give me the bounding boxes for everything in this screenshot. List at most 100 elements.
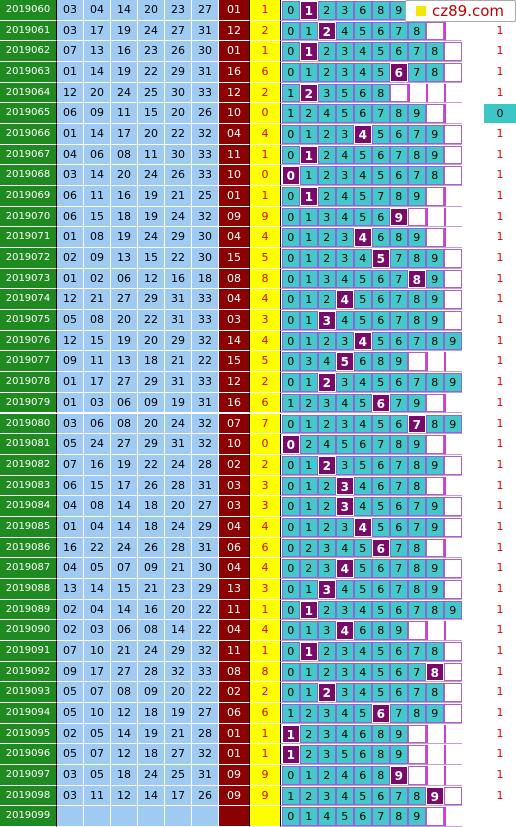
band-digit-cell: 0 bbox=[282, 352, 300, 372]
drawn-number-cell: 14 bbox=[165, 620, 192, 641]
empty-band-cell bbox=[444, 269, 462, 289]
table-row: 2019095 02 05 14 19 21 28 01 1 1 2 3 4 6 8 9 1 bbox=[0, 723, 516, 745]
drawn-number-cell: 17 bbox=[84, 20, 111, 42]
drawn-number-cell: 15 bbox=[84, 330, 111, 352]
tail-digit-cell: 1 bbox=[250, 186, 281, 207]
result-cell: 1 bbox=[496, 230, 504, 244]
band-digit-cell: 0 bbox=[282, 600, 300, 620]
sum-tail-cell: 11 bbox=[219, 144, 250, 166]
result-cell: 1 bbox=[496, 127, 504, 141]
band-digit-cell: 7 bbox=[390, 703, 408, 723]
drawn-number-cell: 17 bbox=[165, 785, 192, 807]
drawn-number-cell: 33 bbox=[192, 289, 219, 311]
period-cell: 2019080 bbox=[0, 413, 57, 435]
band-digit-cell: 8 bbox=[390, 435, 408, 454]
hit-digit-cell: 4 bbox=[354, 125, 372, 144]
tail-digit-cell: 4 bbox=[250, 516, 281, 538]
band-digit-cell: 5 bbox=[354, 538, 372, 558]
band-digit-cell: 6 bbox=[390, 662, 408, 682]
drawn-number-cell: 19 bbox=[165, 702, 192, 724]
drawn-number-cell: 04 bbox=[57, 496, 84, 517]
table-row: 2019074 12 21 27 29 31 33 04 4 0 1 2 4 5 6 7 8 9 1 bbox=[0, 289, 516, 311]
band-digit-cell: 7 bbox=[390, 290, 408, 310]
result-cell: 1 bbox=[496, 540, 504, 554]
drawn-number-cell: 21 bbox=[165, 558, 192, 579]
tail-digit-cell: 0 bbox=[250, 165, 281, 187]
band-digit-cell: 7 bbox=[408, 42, 426, 62]
sum-tail-cell bbox=[219, 806, 250, 827]
band-digit-cell: 6 bbox=[390, 517, 408, 537]
band-digit-cell: 6 bbox=[354, 621, 372, 640]
tail-digit-cell: 9 bbox=[250, 785, 281, 807]
hit-digit-cell: 6 bbox=[372, 393, 390, 413]
band-digit-cell: 7 bbox=[408, 517, 426, 537]
table-row: 2019087 04 05 07 09 21 30 04 4 0 2 3 4 5 6 7 8 9 1 bbox=[0, 558, 516, 579]
drawn-number-cell: 01 bbox=[57, 392, 84, 414]
band-digit-cell: 0 bbox=[282, 269, 300, 289]
drawn-number-cell: 32 bbox=[192, 206, 219, 228]
band-digit-cell: 5 bbox=[336, 83, 354, 103]
band-digit-cell: 7 bbox=[390, 21, 408, 41]
drawn-number-cell: 14 bbox=[111, 516, 138, 538]
band-digit-cell: 2 bbox=[318, 125, 336, 144]
band-digit-cell: 7 bbox=[390, 538, 408, 558]
drawn-number-cell: 20 bbox=[138, 0, 165, 21]
drawn-number-cell: 01 bbox=[57, 372, 84, 393]
band-digit-cell: 5 bbox=[354, 187, 372, 206]
drawn-number-cell: 22 bbox=[192, 682, 219, 703]
band-digit-cell: 3 bbox=[336, 517, 354, 537]
empty-band-cell bbox=[444, 125, 462, 144]
hit-digit-cell: 5 bbox=[336, 352, 354, 372]
result-cell: 1 bbox=[496, 602, 504, 616]
band-digit-cell: 9 bbox=[426, 497, 444, 516]
drawn-number-cell: 29 bbox=[165, 640, 192, 662]
tail-digit-cell: 3 bbox=[250, 578, 281, 600]
drawn-number-cell: 16 bbox=[57, 537, 84, 559]
period-cell: 2019078 bbox=[0, 372, 57, 393]
hit-digit-cell: 3 bbox=[318, 579, 336, 599]
drawn-number-cell: 12 bbox=[111, 702, 138, 724]
drawn-number-cell: 02 bbox=[84, 268, 111, 290]
result-cell: 1 bbox=[496, 623, 504, 637]
band-digit-cell: 8 bbox=[372, 1, 390, 20]
table-row: 2019077 09 11 13 18 21 22 15 5 0 3 4 5 6 8 9 1 bbox=[0, 351, 516, 373]
result-cell: 1 bbox=[496, 437, 504, 451]
band-digit-cell: 8 bbox=[408, 249, 426, 268]
period-cell: 2019064 bbox=[0, 82, 57, 104]
band-digit-cell: 2 bbox=[318, 145, 336, 165]
drawn-number-cell: 04 bbox=[84, 599, 111, 621]
band-digit-cell: 5 bbox=[354, 455, 372, 475]
table-row: 2019092 09 17 27 28 32 33 08 8 0 1 2 3 4 5 6 7 8 1 bbox=[0, 661, 516, 683]
drawn-number-cell: 25 bbox=[165, 764, 192, 786]
drawn-number-cell: 24 bbox=[165, 206, 192, 228]
sum-tail-cell: 01 bbox=[219, 744, 250, 765]
band-digit-cell: 1 bbox=[282, 703, 300, 723]
table-row: 2019068 03 14 20 24 26 33 10 0 0 1 2 3 4 5 6 7 8 1 bbox=[0, 165, 516, 187]
drawn-number-cell: 14 bbox=[138, 785, 165, 807]
tail-digit-cell: 5 bbox=[250, 248, 281, 269]
band-digit-cell: 6 bbox=[390, 600, 408, 620]
drawn-number-cell: 22 bbox=[192, 599, 219, 621]
empty-band-cell bbox=[408, 724, 426, 744]
result-zero-cell: 0 bbox=[484, 104, 516, 124]
empty-band-cell bbox=[444, 455, 462, 475]
drawn-number-cell: 32 bbox=[192, 640, 219, 662]
hit-digit-cell: 1 bbox=[282, 745, 300, 764]
band-digit-cell: 4 bbox=[318, 807, 336, 826]
band-digit-cell: 4 bbox=[336, 765, 354, 785]
drawn-number-cell: 14 bbox=[111, 723, 138, 745]
drawn-number-cell: 12 bbox=[138, 268, 165, 290]
drawn-number-cell: 27 bbox=[111, 372, 138, 393]
period-cell: 2019086 bbox=[0, 537, 57, 559]
period-cell: 2019093 bbox=[0, 682, 57, 703]
empty-band-cell bbox=[408, 621, 426, 640]
drawn-number-cell: 09 bbox=[57, 661, 84, 683]
result-cell: 1 bbox=[496, 44, 504, 58]
drawn-number-cell: 31 bbox=[165, 434, 192, 455]
result-cell: 1 bbox=[496, 23, 504, 37]
band-digit-cell: 0 bbox=[282, 21, 300, 41]
band-digit-cell: 4 bbox=[354, 683, 372, 702]
band-digit-cell: 2 bbox=[318, 228, 336, 248]
period-cell: 2019089 bbox=[0, 599, 57, 621]
band-digit-cell: 1 bbox=[282, 786, 300, 806]
